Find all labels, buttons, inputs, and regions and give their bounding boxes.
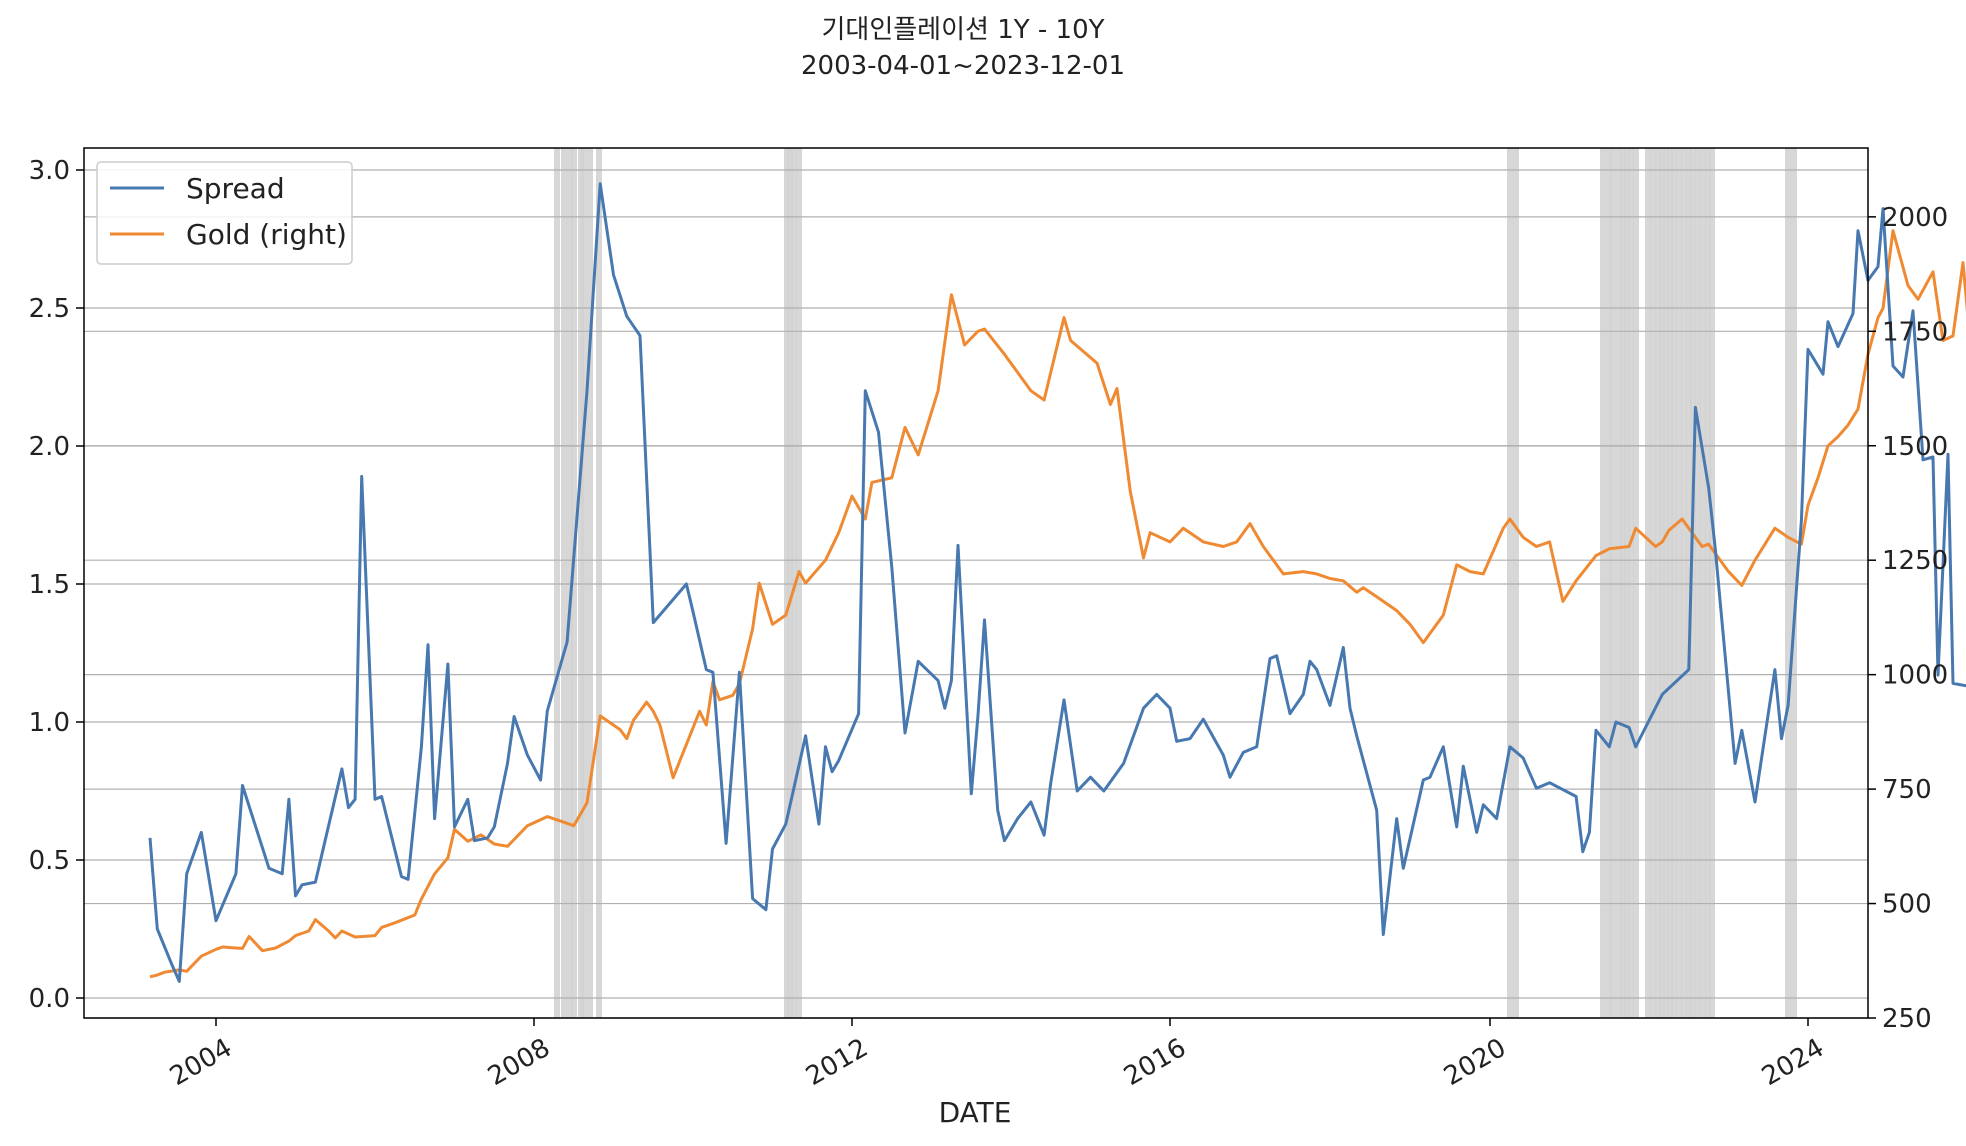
recession-shade-7 bbox=[596, 148, 602, 1018]
recession-shade-18 bbox=[1620, 148, 1626, 1018]
recession-shade-21 bbox=[1633, 148, 1639, 1018]
y-tick-label-4: 2.0 bbox=[29, 432, 70, 462]
x-axis: 2004 2008 2012 2016 2020 2024 bbox=[165, 1018, 1829, 1092]
recession-shade-12 bbox=[1507, 148, 1513, 1018]
recession-shade-31 bbox=[1686, 148, 1692, 1018]
recession-shade-3 bbox=[571, 148, 577, 1018]
recession-shade-22 bbox=[1645, 148, 1651, 1018]
x-tick-label-3: 2016 bbox=[1119, 1033, 1191, 1092]
legend: Spread Gold (right) bbox=[96, 161, 353, 265]
recession-shade-36 bbox=[1709, 148, 1715, 1018]
recession-shade-19 bbox=[1624, 148, 1630, 1018]
recession-shade-16 bbox=[1610, 148, 1616, 1018]
recession-shade-28 bbox=[1671, 148, 1677, 1018]
recession-shade-25 bbox=[1659, 148, 1665, 1018]
y2-tick-label-7: 2000 bbox=[1882, 203, 1948, 233]
recession-shade-23 bbox=[1650, 148, 1656, 1018]
recession-shade-33 bbox=[1695, 148, 1701, 1018]
y2-tick-label-6: 1750 bbox=[1882, 317, 1948, 347]
recession-shade-14 bbox=[1600, 148, 1606, 1018]
y2-tick-label-1: 500 bbox=[1882, 890, 1932, 920]
chart-title: 기대인플레이션 1Y - 10Y bbox=[821, 15, 1104, 45]
recession-shading-layer bbox=[554, 148, 1797, 1018]
gridlines bbox=[84, 169, 1868, 1019]
legend-label-spread: Spread bbox=[186, 172, 285, 205]
right-y-axis: 250 500 750 1000 1250 1500 1750 2000 bbox=[1868, 203, 1948, 1034]
recession-shade-2 bbox=[567, 148, 573, 1018]
chart-subtitle: 2003-04-01~2023-12-01 bbox=[801, 51, 1125, 81]
recession-shade-20 bbox=[1628, 148, 1634, 1018]
y-tick-label-1: 0.5 bbox=[29, 846, 70, 876]
recession-shade-27 bbox=[1667, 148, 1673, 1018]
recession-shade-17 bbox=[1616, 148, 1622, 1018]
recession-shade-24 bbox=[1655, 148, 1661, 1018]
recession-shade-35 bbox=[1705, 148, 1711, 1018]
recession-shade-1 bbox=[561, 148, 567, 1018]
x-tick-label-5: 2024 bbox=[1757, 1033, 1829, 1092]
series-line-gold bbox=[149, 229, 1966, 979]
recession-shade-32 bbox=[1690, 148, 1696, 1018]
legend-label-gold: Gold (right) bbox=[186, 218, 347, 251]
recession-shade-29 bbox=[1676, 148, 1682, 1018]
y-tick-label-6: 3.0 bbox=[29, 156, 70, 186]
y2-tick-label-3: 1000 bbox=[1882, 661, 1948, 691]
recession-shade-15 bbox=[1606, 148, 1612, 1018]
x-tick-label-0: 2004 bbox=[165, 1033, 237, 1092]
x-tick-label-1: 2008 bbox=[483, 1033, 555, 1092]
recession-shade-0 bbox=[554, 148, 560, 1018]
series-layer bbox=[148, 182, 1966, 983]
recession-shade-13 bbox=[1513, 148, 1519, 1018]
left-y-axis: 0.0 0.5 1.0 1.5 2.0 2.5 3.0 bbox=[29, 156, 84, 1014]
recession-shade-6 bbox=[587, 148, 593, 1018]
recession-shade-9 bbox=[787, 148, 793, 1018]
x-tick-label-4: 2020 bbox=[1439, 1033, 1511, 1092]
recession-shade-26 bbox=[1663, 148, 1669, 1018]
recession-shade-34 bbox=[1700, 148, 1706, 1018]
x-axis-label: DATE bbox=[939, 1096, 1012, 1129]
y-tick-label-3: 1.5 bbox=[29, 570, 70, 600]
recession-shade-30 bbox=[1681, 148, 1687, 1018]
x-tick-label-2: 2012 bbox=[801, 1033, 873, 1092]
y2-tick-label-5: 1500 bbox=[1882, 432, 1948, 462]
y2-tick-label-2: 750 bbox=[1882, 775, 1932, 805]
series-line-spread bbox=[148, 182, 1966, 983]
y2-tick-label-0: 250 bbox=[1882, 1004, 1932, 1034]
recession-shade-37 bbox=[1785, 148, 1791, 1018]
y-tick-label-0: 0.0 bbox=[29, 984, 70, 1014]
y-tick-label-2: 1.0 bbox=[29, 708, 70, 738]
recession-shade-11 bbox=[796, 148, 802, 1018]
y2-tick-label-4: 1250 bbox=[1882, 546, 1948, 576]
recession-shade-5 bbox=[581, 148, 587, 1018]
y-tick-label-5: 2.5 bbox=[29, 294, 70, 324]
plot-area-frame bbox=[83, 147, 1869, 1019]
recession-shade-38 bbox=[1791, 148, 1797, 1018]
